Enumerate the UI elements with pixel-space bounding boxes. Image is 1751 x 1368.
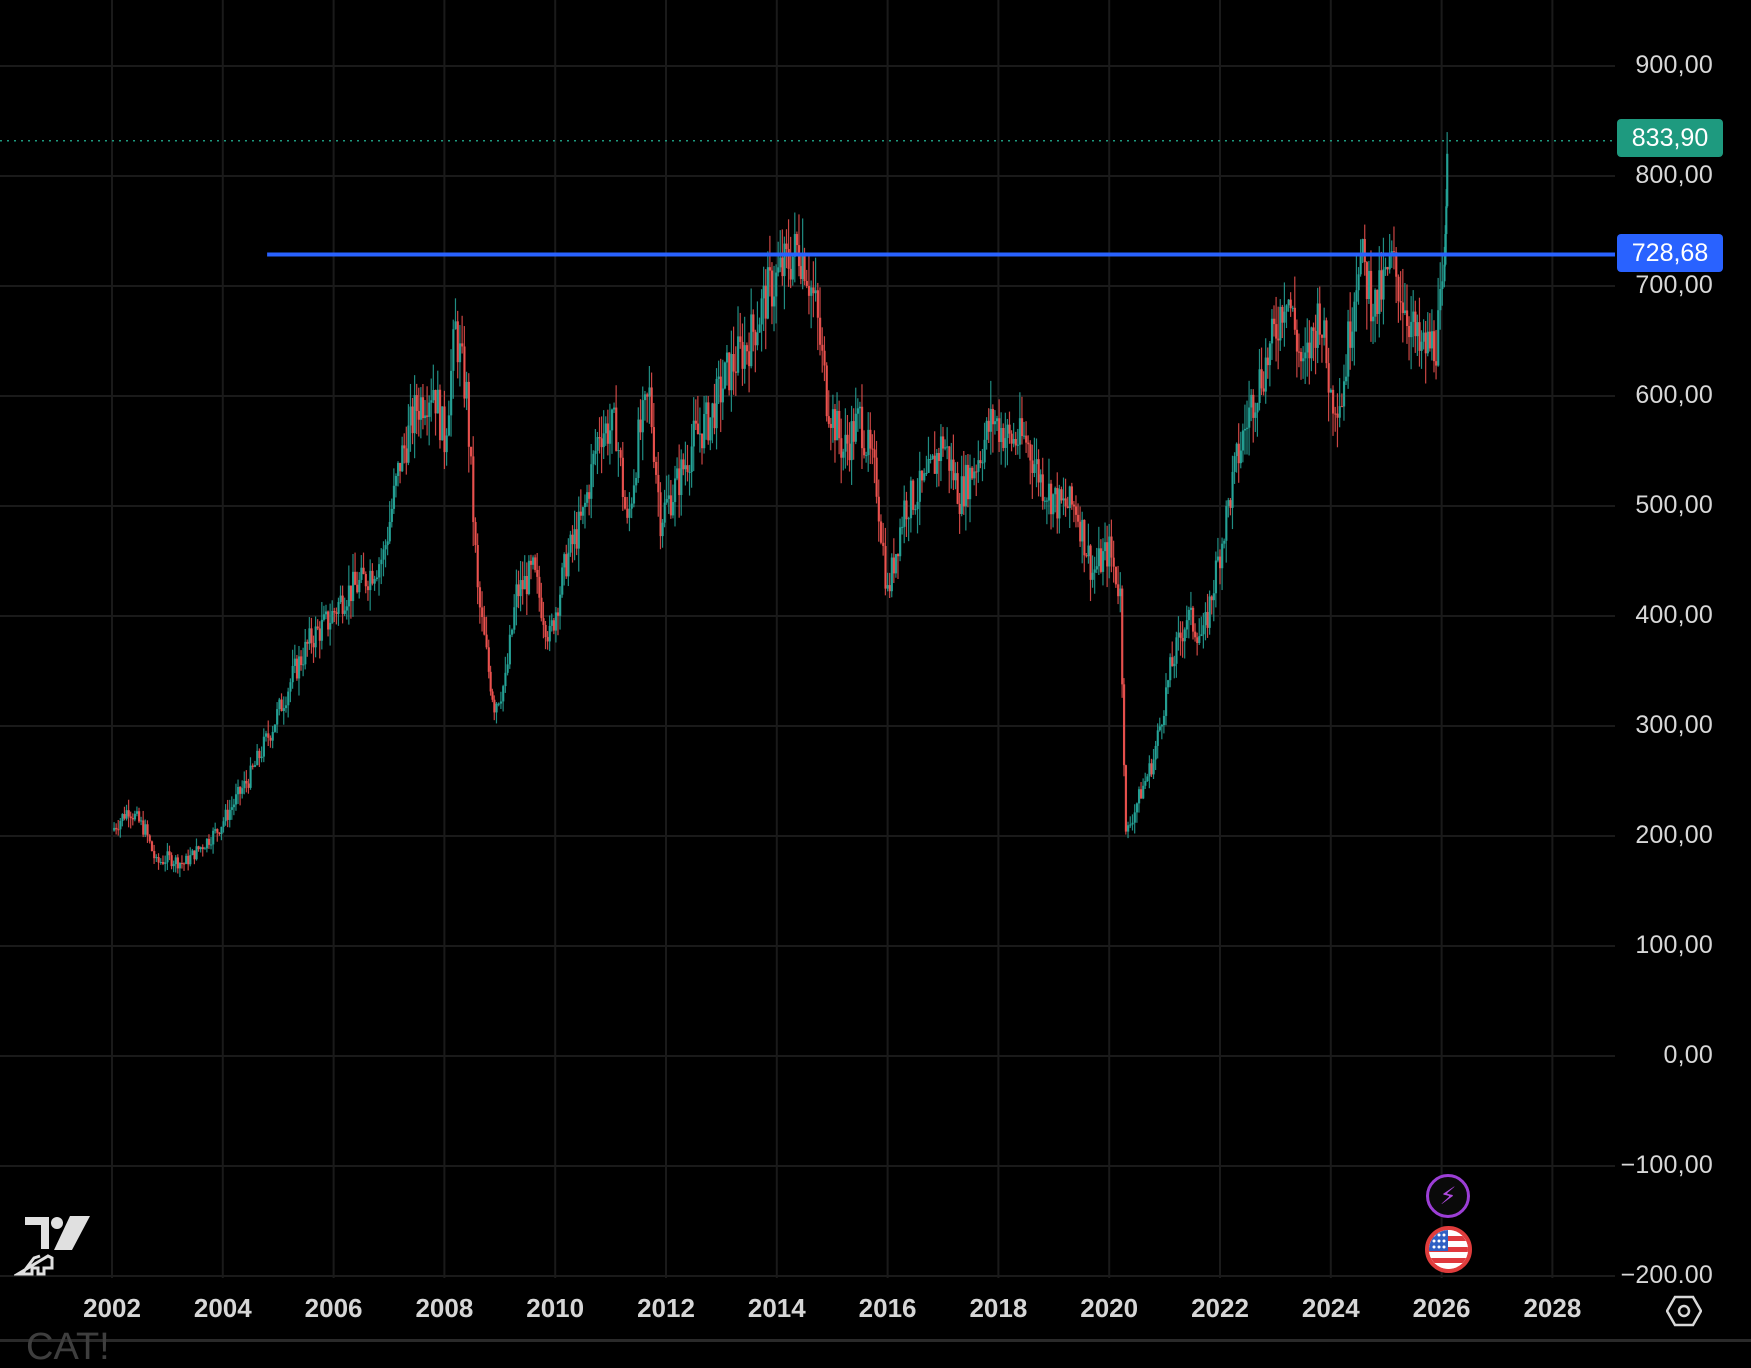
price-axis-label: 800,00	[1635, 161, 1713, 189]
time-axis-label: 2010	[526, 1293, 585, 1323]
price-axis-label: 900,00	[1635, 51, 1713, 79]
time-axis-label: 2028	[1523, 1293, 1582, 1323]
time-axis-label: 2020	[1080, 1293, 1139, 1323]
price-axis-label: −200,00	[1620, 1261, 1713, 1283]
horizontal-line-price-tag[interactable]: 728,68	[1617, 234, 1723, 272]
price-axis-label: 200,00	[1635, 821, 1713, 849]
price-axis-label: 500,00	[1635, 491, 1713, 519]
time-axis-label: 2022	[1191, 1293, 1249, 1323]
price-axis-label: 300,00	[1635, 711, 1713, 739]
time-axis-label: 2012	[637, 1293, 695, 1323]
price-axis-label: 100,00	[1635, 931, 1713, 959]
time-axis-label: 2016	[858, 1293, 917, 1323]
time-axis-label: 2002	[83, 1293, 141, 1323]
us-flag-icon[interactable]	[1425, 1226, 1472, 1273]
price-axis-label: 700,00	[1635, 271, 1713, 299]
time-axis-label: 2008	[415, 1293, 474, 1323]
time-axis-label: 2018	[969, 1293, 1028, 1323]
time-axis-label: 2026	[1412, 1293, 1471, 1323]
time-axis-label: 2024	[1301, 1293, 1360, 1323]
axis-separator	[0, 1339, 1751, 1342]
price-axis-label: 0,00	[1663, 1041, 1713, 1069]
price-axis-label: 400,00	[1635, 601, 1713, 629]
price-axis-label: 600,00	[1635, 381, 1713, 409]
time-axis-label: 2004	[193, 1293, 252, 1323]
time-axis-label: 2014	[747, 1293, 806, 1323]
symbol-name-peek: CAT!	[26, 1326, 110, 1368]
lightning-icon[interactable]: ⚡	[1426, 1174, 1470, 1218]
time-axis-label: 2006	[304, 1293, 363, 1323]
last-price-tag: 833,90	[1617, 119, 1723, 157]
settings-hexagon-icon[interactable]	[1666, 1293, 1702, 1329]
price-axis-label: −100,00	[1620, 1151, 1713, 1179]
tradingview-logo-icon[interactable]	[14, 1210, 94, 1282]
price-series-candles	[113, 132, 1449, 878]
